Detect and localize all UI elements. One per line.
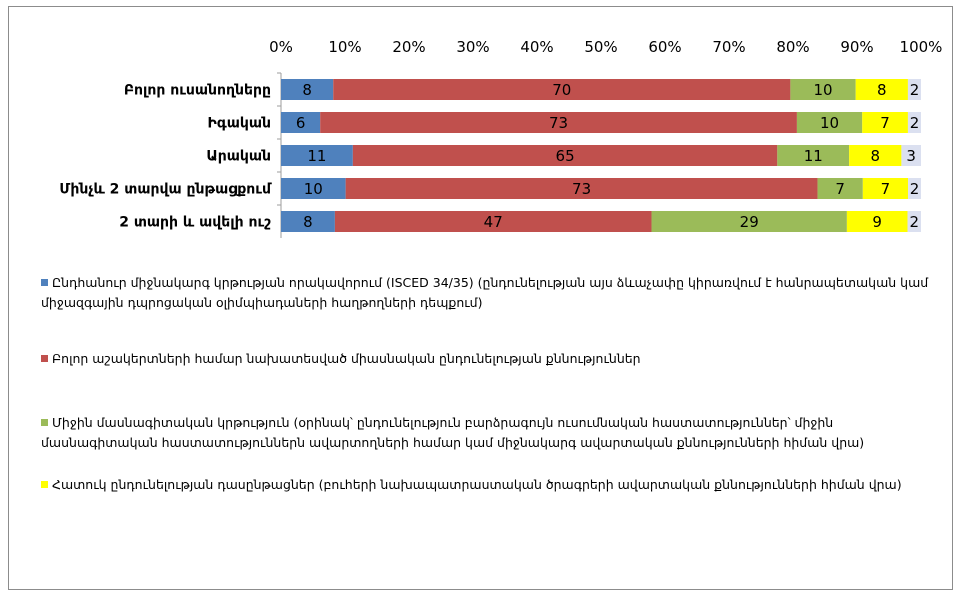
chart-frame: 0% 10% 20% 30% 40% 50% 60% 70% 80% 90% 100% Բոլոր ո…: [8, 6, 953, 590]
category-label: Իգական: [208, 116, 271, 132]
bar-segment: [817, 178, 863, 199]
category-label: 2 տարի և ավելի ուշ: [119, 215, 271, 231]
data-label: 2: [909, 213, 919, 231]
data-label: 29: [740, 213, 759, 231]
data-label: 2: [910, 180, 920, 198]
data-label: 2: [910, 114, 920, 132]
bar-segment: [281, 178, 346, 199]
bar-segment: [862, 112, 908, 133]
bar-segment: [907, 79, 921, 100]
x-tick-label: 60%: [648, 38, 681, 56]
category-label: Մինչև 2 տարվա ընթացքում: [59, 182, 272, 198]
bar-segment: [901, 145, 921, 166]
stacked-bar-chart: 0% 10% 20% 30% 40% 50% 60% 70% 80% 90% 100% Բոլոր ո…: [59, 38, 943, 238]
data-label: 8: [302, 81, 312, 99]
bar-segment: [281, 112, 321, 133]
data-label: 10: [820, 114, 839, 132]
legend-label-3: Միջին մասնագիտական կրթություն (օրինակ՝ ը…: [41, 415, 865, 450]
x-tick-label: 90%: [840, 38, 873, 56]
category-label: Արական: [206, 149, 271, 165]
bar-segment: [908, 178, 921, 199]
bar-segment: [281, 211, 335, 232]
legend-swatch-green: [41, 419, 48, 426]
bar-segment: [777, 145, 850, 166]
data-label: 3: [906, 147, 916, 165]
bar-segment: [849, 145, 902, 166]
legend-label-4: Հատուկ ընդունելության դասընթացներ (բուհե…: [52, 477, 902, 492]
bar-segment: [907, 112, 921, 133]
bar-segment: [345, 178, 818, 199]
data-label: 73: [572, 180, 591, 198]
bar-segment: [862, 178, 909, 199]
data-label: 8: [871, 147, 881, 165]
bar-segment: [790, 79, 856, 100]
legend-swatch-red: [41, 355, 48, 362]
x-tick-label: 0%: [269, 38, 293, 56]
bar-segment: [281, 145, 353, 166]
data-label: 65: [556, 147, 575, 165]
x-tick-label: 40%: [520, 38, 553, 56]
bar-segment: [796, 112, 863, 133]
legend-item-4: Հատուկ ընդունելության դասընթացներ (բուհե…: [41, 475, 951, 495]
data-label: 7: [881, 180, 891, 198]
legend-item-2: Բոլոր աշակերտների համար նախատեսված միասն…: [41, 349, 951, 369]
data-label: 11: [307, 147, 326, 165]
bar-segment: [281, 79, 334, 100]
bar-segment: [333, 79, 791, 100]
data-label: 70: [552, 81, 571, 99]
data-label: 8: [877, 81, 887, 99]
x-tick-label: 50%: [584, 38, 617, 56]
bar-segment: [907, 211, 921, 232]
data-label: 11: [804, 147, 823, 165]
data-label: 2: [910, 81, 920, 99]
bar-segment: [855, 79, 908, 100]
x-tick-label: 80%: [776, 38, 809, 56]
x-tick-label: 100%: [900, 38, 943, 56]
x-tick-label: 70%: [712, 38, 745, 56]
x-tick-label: 10%: [328, 38, 361, 56]
data-label: 47: [484, 213, 503, 231]
legend-swatch-blue: [41, 279, 48, 286]
category-label: Բոլոր ուսանողները: [124, 83, 271, 99]
data-label: 10: [813, 81, 832, 99]
data-label: 6: [296, 114, 306, 132]
bar-segment: [352, 145, 778, 166]
data-label: 73: [549, 114, 568, 132]
bar-segment: [651, 211, 847, 232]
data-label: 8: [303, 213, 313, 231]
legend-label-1: Ընդհանուր միջնակարգ կրթության որակավորու…: [41, 275, 929, 310]
bar-segment: [846, 211, 908, 232]
data-label: 7: [880, 114, 890, 132]
data-label: 7: [835, 180, 845, 198]
bar-segment: [334, 211, 652, 232]
x-tick-label: 20%: [392, 38, 425, 56]
data-label: 9: [872, 213, 882, 231]
data-label: 10: [304, 180, 323, 198]
legend-swatch-yellow: [41, 481, 48, 488]
legend-item-3: Միջին մասնագիտական կրթություն (օրինակ՝ ը…: [41, 413, 951, 453]
x-tick-label: 30%: [456, 38, 489, 56]
legend-label-2: Բոլոր աշակերտների համար նախատեսված միասն…: [52, 351, 641, 366]
legend-item-1: Ընդհանուր միջնակարգ կրթության որակավորու…: [41, 273, 951, 313]
bar-segment: [320, 112, 797, 133]
